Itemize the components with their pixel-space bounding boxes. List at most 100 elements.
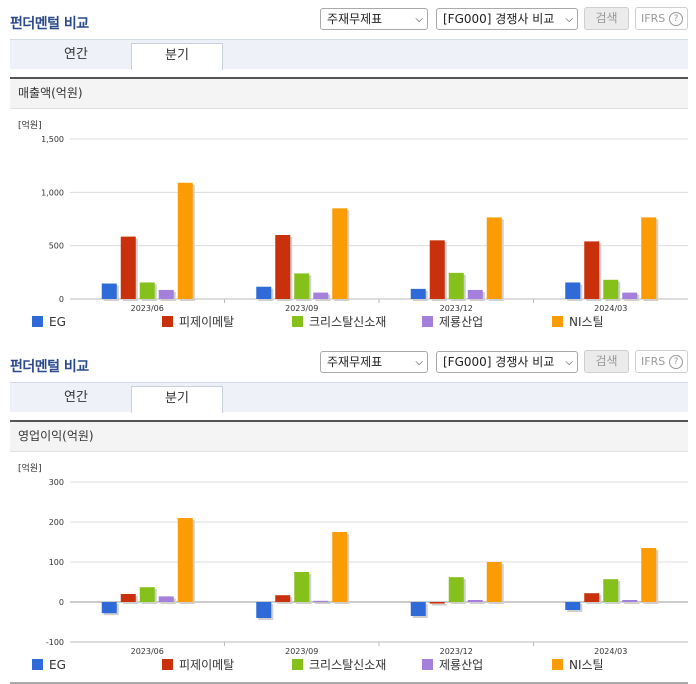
x-tick-label: 2023/09 (285, 647, 318, 656)
panel-title: 펀더멘털 비교 (10, 16, 89, 32)
compare-select-value: [FG000] 경쟁사 비교 (443, 355, 555, 369)
bar[interactable] (275, 235, 291, 299)
bar[interactable] (565, 282, 581, 299)
bar[interactable] (139, 282, 155, 299)
bar[interactable] (448, 577, 464, 602)
legend-swatch (162, 316, 173, 327)
bar[interactable] (294, 273, 310, 299)
bar[interactable] (622, 292, 638, 299)
bar[interactable] (429, 240, 445, 299)
x-tick-label: 2024/03 (594, 304, 627, 313)
bar[interactable] (256, 286, 272, 299)
panel-header: 펀더멘털 비교 주재무제표 ⌵ [FG000] 경쟁사 비교 ⌵ 검색 IFRS? (0, 0, 696, 40)
bar[interactable] (101, 283, 117, 299)
bar[interactable] (448, 272, 464, 299)
bar[interactable] (603, 579, 619, 602)
chart-box: 영업이익(억원) [억원] -100 0 100 200 300 2023/06 2023/0… (10, 420, 688, 684)
y-tick-label: 0 (59, 295, 64, 304)
bar-shadow (469, 602, 485, 604)
bar[interactable] (584, 593, 600, 602)
bar[interactable] (429, 602, 445, 604)
bar-shadow (624, 602, 640, 604)
legend-item[interactable]: EG (32, 313, 66, 331)
legend-label: 제룡산업 (439, 658, 484, 672)
legend-label: NI스틸 (569, 315, 604, 329)
x-tick-label: 2023/06 (131, 304, 164, 313)
chart-subtitle: 영업이익(억원) (10, 422, 688, 452)
period-tabs: 연간 분기 (10, 39, 688, 70)
x-tick-label: 2023/12 (440, 304, 473, 313)
bar-shadow (431, 604, 447, 606)
panel-title: 펀더멘털 비교 (10, 359, 89, 375)
y-unit-label: [억원] (18, 462, 42, 474)
fundamental-panel-operating-profit: 펀더멘털 비교 주재무제표 ⌵ [FG000] 경쟁사 비교 ⌵ 검색 IFRS? … (0, 343, 696, 684)
legend-item[interactable]: 제룡산업 (422, 656, 483, 674)
bar[interactable] (410, 602, 426, 616)
statement-select[interactable]: 주재무제표 ⌵ (320, 351, 428, 373)
bar[interactable] (177, 518, 193, 602)
bar[interactable] (486, 217, 502, 299)
legend-item[interactable]: 피제이메탈 (162, 656, 234, 674)
ifrs-button[interactable]: IFRS? (635, 350, 688, 373)
statement-select-value: 주재무제표 (327, 12, 383, 26)
bar[interactable] (275, 595, 291, 602)
legend-label: NI스틸 (569, 658, 604, 672)
bar[interactable] (332, 532, 348, 602)
bar[interactable] (467, 600, 483, 602)
bar[interactable] (641, 548, 657, 602)
legend-item[interactable]: 피제이메탈 (162, 313, 234, 331)
bar[interactable] (120, 594, 136, 602)
bar[interactable] (565, 602, 581, 610)
y-unit-label: [억원] (18, 119, 42, 131)
chart-box: 매출액(억원) [억원] 0 500 1,000 1,500 2023/06 2023/09… (10, 77, 688, 339)
bar[interactable] (139, 587, 155, 602)
tab-quarterly[interactable]: 분기 (131, 43, 223, 70)
compare-select[interactable]: [FG000] 경쟁사 비교 ⌵ (436, 351, 578, 373)
bar[interactable] (410, 288, 426, 299)
tab-annual[interactable]: 연간 (64, 390, 88, 405)
chart-legend: EG 피제이메탈 크리스탈신소재 제룡산업 NI스틸 (10, 313, 688, 331)
chart-legend: EG 피제이메탈 크리스탈신소재 제룡산업 NI스틸 (10, 656, 688, 674)
y-tick-label: 1,500 (41, 135, 64, 144)
bar-shadow (315, 602, 331, 604)
bar[interactable] (313, 292, 329, 299)
bar[interactable] (158, 596, 174, 602)
legend-item[interactable]: NI스틸 (552, 656, 604, 674)
search-button[interactable]: 검색 (584, 350, 629, 373)
bar[interactable] (313, 600, 329, 602)
legend-item[interactable]: 제룡산업 (422, 313, 483, 331)
bar[interactable] (641, 217, 657, 299)
fundamental-panel-sales: 펀더멘털 비교 주재무제표 ⌵ [FG000] 경쟁사 비교 ⌵ 검색 IFRS? … (0, 0, 696, 339)
x-tick-label: 2023/06 (131, 647, 164, 656)
bar[interactable] (467, 289, 483, 299)
chart-subtitle: 매출액(억원) (10, 79, 688, 109)
y-tick-label: 300 (49, 478, 64, 487)
legend-swatch (292, 659, 303, 670)
legend-label: 크리스탈신소재 (309, 658, 387, 672)
bar[interactable] (486, 562, 502, 602)
bar[interactable] (332, 208, 348, 299)
tab-annual[interactable]: 연간 (64, 47, 88, 62)
search-button[interactable]: 검색 (584, 7, 629, 30)
tab-quarterly[interactable]: 분기 (131, 386, 223, 413)
bar[interactable] (603, 279, 619, 299)
statement-select-value: 주재무제표 (327, 355, 383, 369)
statement-select[interactable]: 주재무제표 ⌵ (320, 8, 428, 30)
ifrs-label: IFRS (641, 12, 666, 25)
bar[interactable] (256, 602, 272, 618)
legend-item[interactable]: 크리스탈신소재 (292, 656, 386, 674)
legend-item[interactable]: NI스틸 (552, 313, 604, 331)
bar[interactable] (294, 572, 310, 602)
legend-item[interactable]: 크리스탈신소재 (292, 313, 386, 331)
sales-chart: [억원] 0 500 1,000 1,500 2023/06 2023/09 2023/12 2… (18, 119, 688, 313)
legend-label: 피제이메탈 (179, 315, 235, 329)
ifrs-button[interactable]: IFRS? (635, 7, 688, 30)
bar[interactable] (177, 182, 193, 299)
bar[interactable] (584, 241, 600, 299)
bar[interactable] (622, 600, 638, 602)
compare-select[interactable]: [FG000] 경쟁사 비교 ⌵ (436, 8, 578, 30)
bar[interactable] (120, 236, 136, 299)
legend-item[interactable]: EG (32, 656, 66, 674)
bar[interactable] (101, 602, 117, 614)
bar[interactable] (158, 289, 174, 299)
